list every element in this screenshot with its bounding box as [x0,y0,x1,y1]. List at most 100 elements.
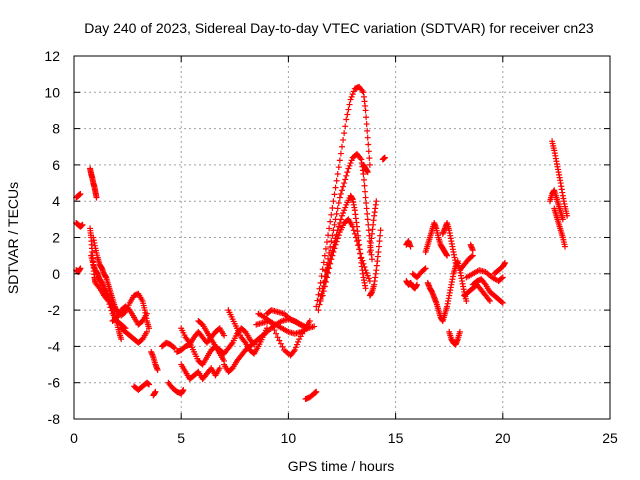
data-point [345,106,352,113]
data-point [339,212,345,219]
data-point [315,291,322,298]
data-point [346,101,353,108]
data-point [152,388,159,395]
data-point [456,328,463,335]
data-point [319,292,326,299]
data-point [421,266,428,273]
data-point [345,165,352,172]
data-point [444,252,451,259]
data-point [335,223,342,230]
data-point [486,298,493,305]
y-tick-label: -6 [48,375,61,391]
data-point [319,266,326,273]
data-point [325,269,332,276]
data-point [313,388,320,395]
x-tick-label: 10 [281,430,297,446]
data-point [221,332,228,339]
data-point [295,338,302,345]
data-point [337,150,344,157]
data-point [329,205,336,212]
data-point [334,235,341,242]
data-point [325,264,332,271]
data-point [362,194,369,201]
data-point [364,134,371,141]
x-tick-label: 5 [177,430,185,446]
data-point [336,194,343,201]
data-point [277,340,284,347]
data-point [365,227,372,234]
data-point [364,210,371,217]
y-tick-label: -2 [48,302,61,318]
data-point [331,191,338,198]
data-point [348,157,355,164]
data-point [304,325,311,332]
data-point [363,269,370,276]
data-point [347,96,354,103]
data-point [327,218,334,225]
data-point [342,176,349,183]
data-point [321,252,328,259]
data-point [77,190,84,197]
data-point [346,162,353,169]
data-point [118,336,125,343]
data-point [335,200,342,207]
data-point [268,319,275,326]
data-point [468,253,475,260]
data-point [343,116,350,123]
x-tick-label: 25 [602,430,618,446]
data-point [341,207,348,214]
data-point [121,309,128,316]
data-point [339,187,345,194]
data-point [306,317,313,324]
data-point [364,169,371,176]
data-point [342,123,349,130]
data-point [279,343,286,350]
data-point [333,210,340,217]
y-tick-label: -4 [48,338,61,354]
data-point [375,249,382,256]
data-point [333,177,340,184]
data-point [561,243,568,250]
data-point [498,298,505,305]
data-point [340,209,347,216]
axis-ticks: 0 5 10 15 20 25 -8 -6 -4 -2 0 2 4 6 8 10 12 [44,48,618,446]
data-point [339,143,345,150]
data-point [334,205,341,212]
data-point [322,278,329,285]
data-point [332,241,339,248]
data-point [377,227,384,234]
data-point [361,182,368,189]
data-point [350,88,357,95]
x-tick-label: 0 [70,430,78,446]
data-point [452,259,459,266]
data-point [321,283,328,290]
chart-title: Day 240 of 2023, Sidereal Day-to-day VTE… [84,20,594,36]
data-point [323,239,330,246]
data-point [311,323,318,330]
y-tick-label: 0 [52,266,60,282]
data-point [171,345,178,352]
y-tick-label: -8 [48,411,61,427]
data-point [326,265,333,272]
data-point [146,325,153,332]
x-axis-label: GPS time / hours [288,458,395,474]
data-point [364,272,371,279]
data-point [323,274,330,281]
data-point [326,259,333,266]
data-point [364,216,371,223]
data-point [326,225,333,232]
data-point [356,246,363,253]
data-point [363,121,370,128]
data-point [360,176,367,183]
data-point [330,249,337,256]
data-point [360,260,367,267]
y-tick-label: 12 [44,48,60,64]
data-points [73,83,571,403]
data-point [290,348,297,355]
data-point [335,164,342,171]
data-point [337,216,344,223]
data-point [333,238,340,245]
data-point [422,265,429,272]
data-point [332,184,339,191]
